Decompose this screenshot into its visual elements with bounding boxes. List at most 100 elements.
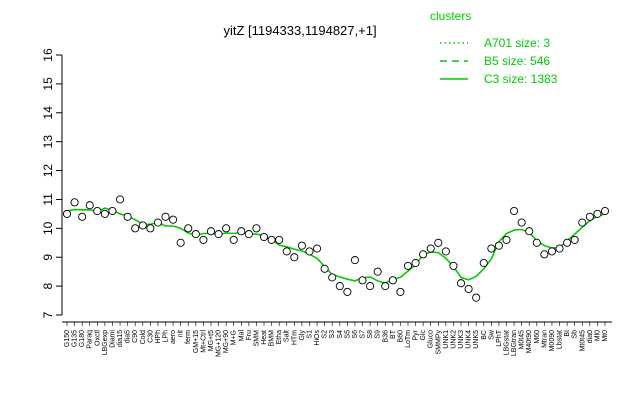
data-point	[138, 221, 147, 230]
x-tick-label: S4	[337, 330, 344, 339]
data-point	[419, 250, 428, 259]
data-point	[487, 244, 496, 253]
data-point	[502, 235, 511, 244]
data-point	[146, 224, 155, 233]
x-tick-label: LBGstat	[503, 330, 510, 355]
x-tick-label: Gluco	[428, 330, 435, 348]
data-point	[540, 250, 549, 259]
x-tick-label: Cold	[140, 330, 147, 345]
x-tick-label: Mt0t45	[579, 330, 586, 352]
x-tick-label: Pyr	[413, 329, 420, 340]
legend: clusters A701 size: 3 B5 size: 546 C3 size:…	[430, 9, 558, 86]
x-tick-label: Salt	[284, 330, 291, 342]
x-tick-label: SMM	[253, 330, 260, 347]
x-tick-label: UNK4	[466, 330, 473, 349]
x-tick-label: ferm	[185, 330, 192, 344]
data-point	[396, 287, 405, 296]
data-point	[191, 230, 200, 239]
y-tick-label: 11	[41, 193, 55, 206]
x-tick-label: LPh	[163, 330, 170, 343]
data-point	[161, 212, 170, 221]
x-tick-label: Lbstat	[557, 330, 564, 349]
x-tick-label: HTm	[291, 330, 298, 345]
data-point	[532, 238, 541, 247]
data-point	[510, 206, 519, 216]
y-tick-label: 13	[41, 135, 55, 149]
data-point	[366, 282, 375, 291]
y-tick-label: 9	[41, 254, 55, 261]
x-tick-label: dia0	[587, 330, 594, 343]
x-tick-label: S9	[375, 330, 382, 339]
x-tick-label: Ml0	[594, 330, 601, 341]
legend-title: clusters	[430, 9, 471, 23]
data-point	[358, 276, 367, 285]
data-point	[297, 241, 306, 250]
x-tick-label: Etha	[276, 330, 283, 345]
x-tick-label: MG+120	[216, 330, 223, 357]
x-tick-label: Mal	[238, 330, 245, 342]
legend-entry: C3 size: 1383	[484, 72, 558, 86]
x-tick-label: Oxctl	[94, 330, 101, 346]
x-tick-label: HiOs	[314, 330, 321, 346]
x-tick-label: UNK1	[443, 330, 450, 349]
y-tick-label: 7	[41, 311, 55, 318]
x-tick-label: Gly	[299, 330, 306, 341]
data-point	[441, 247, 450, 256]
x-tick-label: S7	[360, 330, 367, 339]
data-point	[585, 212, 594, 221]
x-tick-label: Heat	[261, 330, 268, 345]
x-tick-label: M60	[534, 330, 541, 344]
x-tick-label: BMM	[269, 330, 276, 347]
data-point	[267, 235, 276, 244]
data-point	[313, 244, 322, 253]
data-point	[153, 218, 162, 227]
x-tick-label: Paraq	[87, 330, 94, 349]
data-point	[229, 235, 238, 244]
x-tick-label: UNK2	[450, 330, 457, 349]
x-tick-label: LBGexp	[102, 330, 109, 355]
data-point	[70, 198, 79, 207]
data-point	[290, 253, 299, 262]
x-tick-label: S6	[352, 330, 359, 339]
data-point	[593, 209, 602, 218]
data-point	[335, 282, 344, 291]
x-tick-label: Sb	[572, 330, 579, 339]
y-tick-label: 12	[41, 164, 55, 178]
x-tick-label: C30	[147, 330, 154, 343]
data-point	[78, 212, 87, 221]
x-tick-label: aero	[170, 330, 177, 344]
x-tick-label: G180	[79, 330, 86, 347]
data-point	[222, 224, 231, 233]
data-point	[244, 230, 253, 239]
data-point	[570, 235, 579, 244]
data-point	[115, 195, 125, 204]
x-tick-label: B60	[397, 330, 404, 343]
y-tick-label: 16	[41, 48, 55, 62]
legend-entry: A701 size: 3	[484, 36, 550, 50]
y-tick-label: 8	[41, 282, 55, 289]
x-tick-label: S2	[322, 330, 329, 339]
data-point	[600, 206, 610, 216]
data-point	[85, 201, 94, 210]
x-tick-label: HPh	[155, 330, 162, 344]
data-point	[259, 232, 269, 242]
data-point	[464, 284, 473, 294]
x-tick-label: dia5	[125, 330, 132, 343]
x-tick-label: BI	[564, 330, 571, 337]
data-point	[343, 287, 352, 296]
legend-entry: B5 size: 546	[484, 54, 550, 68]
data-point	[426, 244, 435, 253]
data-point	[479, 258, 488, 268]
data-point	[237, 227, 246, 236]
x-tick-label: BT	[390, 329, 397, 339]
x-tick-label: Sw	[488, 329, 495, 340]
x-tick-label: S8	[367, 330, 374, 339]
data-point	[123, 212, 132, 221]
data-point	[206, 227, 216, 236]
x-tick-label: UNK5	[473, 330, 480, 349]
x-tick-label: GM+15	[193, 330, 200, 353]
x-tick-label: M+G	[231, 330, 238, 345]
data-point	[62, 209, 72, 218]
